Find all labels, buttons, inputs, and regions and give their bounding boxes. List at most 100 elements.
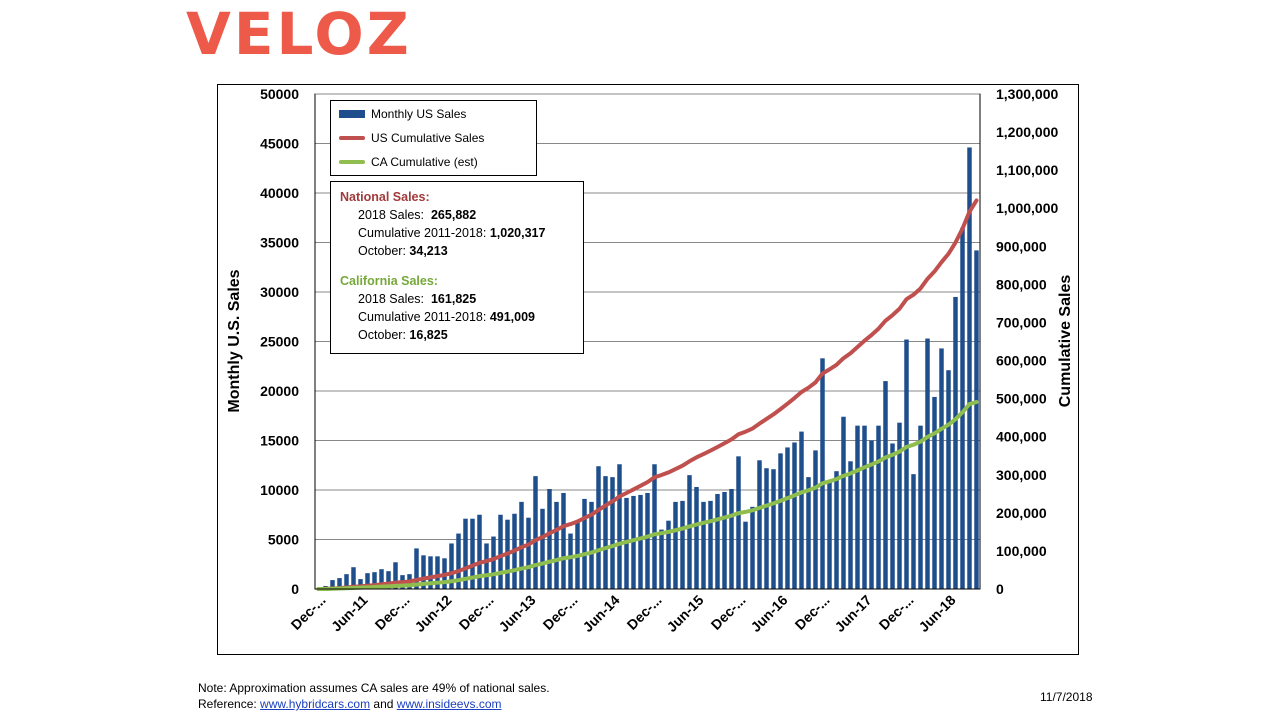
bar <box>813 450 818 589</box>
bar <box>750 506 755 589</box>
bar <box>974 250 979 590</box>
bar <box>876 425 881 589</box>
x-tick-label: Dec-... <box>708 592 749 633</box>
y-tick-label: 40000 <box>260 185 299 201</box>
bar <box>435 556 440 589</box>
bar <box>967 147 972 589</box>
bar <box>617 464 622 589</box>
bar <box>344 574 349 589</box>
y-tick-label: 5000 <box>268 532 299 548</box>
x-tick-label: Jun-18 <box>915 592 958 635</box>
y2-tick-label: 900,000 <box>996 238 1047 254</box>
bar <box>351 567 356 589</box>
bar <box>722 491 727 589</box>
bar <box>925 338 930 589</box>
y2-tick-label: 100,000 <box>996 543 1047 559</box>
bar <box>610 477 615 589</box>
hybridcars-link[interactable]: www.hybridcars.com <box>260 697 371 711</box>
bar <box>659 529 664 589</box>
bar <box>589 501 594 589</box>
california-october: October: 16,825 <box>358 328 448 342</box>
bar <box>484 543 489 589</box>
bar <box>932 396 937 589</box>
reference-line: Reference: www.hybridcars.com and www.in… <box>198 697 502 711</box>
x-tick-label: Jun-13 <box>495 592 538 635</box>
y2-tick-label: 1,200,000 <box>996 124 1058 140</box>
y2-tick-label: 1,300,000 <box>996 86 1058 102</box>
bar <box>778 453 783 589</box>
y-tick-label: 0 <box>291 581 299 597</box>
legend-swatch-us-cumulative <box>339 136 365 140</box>
bar <box>904 339 909 589</box>
bar <box>330 580 335 589</box>
y2-axis-title: Cumulative Sales <box>1057 275 1074 408</box>
bar <box>540 508 545 589</box>
bar <box>414 548 419 589</box>
y2-tick-label: 400,000 <box>996 429 1047 445</box>
y2-tick-label: 500,000 <box>996 391 1047 407</box>
y-axis-title: Monthly U.S. Sales <box>226 269 243 412</box>
y2-tick-label: 300,000 <box>996 467 1047 483</box>
bar <box>953 296 958 589</box>
bar <box>386 571 391 589</box>
y2-tick-label: 600,000 <box>996 353 1047 369</box>
veloz-logo: VELOZ <box>186 0 412 68</box>
bar <box>701 501 706 589</box>
bar <box>491 536 496 589</box>
legend-label-us-cumulative: US Cumulative Sales <box>371 131 485 145</box>
national-2018-sales: 2018 Sales: 265,882 <box>358 208 477 222</box>
national-cumulative: Cumulative 2011-2018: 1,020,317 <box>358 226 546 240</box>
ca-cumulative-line <box>316 400 979 591</box>
y-tick-label: 10000 <box>260 482 299 498</box>
y-tick-label: 15000 <box>260 433 299 449</box>
footer-note: Note: Approximation assumes CA sales are… <box>198 680 550 712</box>
x-tick-label: Dec-... <box>624 592 665 633</box>
bar <box>918 425 923 589</box>
y2-tick-label: 1,000,000 <box>996 200 1058 216</box>
bar <box>946 370 951 589</box>
bar <box>680 500 685 589</box>
y-tick-label: 20000 <box>260 383 299 399</box>
bar <box>806 477 811 589</box>
insideevs-link[interactable]: www.insideevs.com <box>396 697 502 711</box>
california-cumulative: Cumulative 2011-2018: 491,009 <box>358 310 535 324</box>
bar <box>470 518 475 589</box>
us-cumulative-line <box>316 198 979 591</box>
bar <box>869 440 874 589</box>
bar <box>603 476 608 589</box>
bar <box>393 562 398 589</box>
x-tick-label: Dec-... <box>456 592 497 633</box>
bar <box>631 495 636 589</box>
x-tick-label: Jun-14 <box>579 592 622 635</box>
chart-legend: Monthly US Sales US Cumulative Sales CA … <box>330 100 537 176</box>
bar <box>337 578 342 589</box>
y2-tick-label: 0 <box>996 581 1004 597</box>
sales-summary-box: National Sales: 2018 Sales: 265,882 Cumu… <box>330 181 584 354</box>
bar <box>379 569 384 589</box>
bar <box>694 487 699 589</box>
y-tick-label: 35000 <box>260 235 299 251</box>
national-sales-heading: National Sales: <box>340 190 430 204</box>
bar <box>561 492 566 589</box>
bar <box>862 425 867 589</box>
bar <box>799 431 804 589</box>
bar <box>596 466 601 589</box>
x-tick-label: Dec-... <box>792 592 833 633</box>
bar <box>463 518 468 589</box>
y-tick-label: 30000 <box>260 284 299 300</box>
report-date: 11/7/2018 <box>1040 690 1093 704</box>
bar <box>855 425 860 589</box>
bar <box>673 501 678 589</box>
bar <box>652 464 657 589</box>
bar <box>449 543 454 589</box>
bar <box>421 555 426 589</box>
bar <box>848 461 853 589</box>
bar <box>456 533 461 589</box>
bar <box>666 520 671 589</box>
bar <box>729 489 734 589</box>
bar <box>841 416 846 589</box>
x-tick-label: Dec-... <box>876 592 917 633</box>
bar <box>939 348 944 589</box>
bar <box>547 489 552 589</box>
